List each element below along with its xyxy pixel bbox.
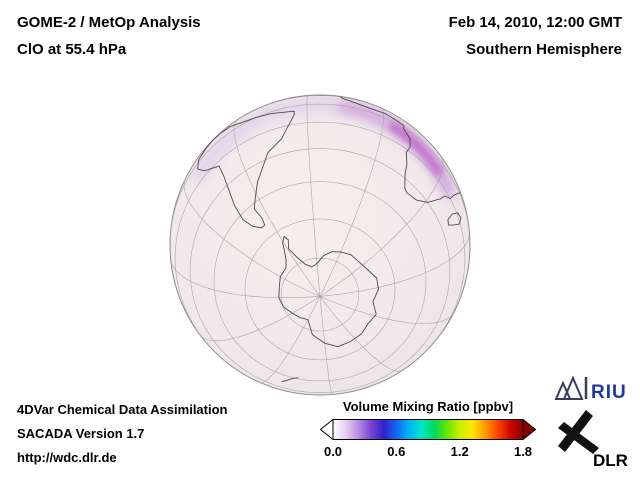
colorbar-tick-label: 0.0: [323, 444, 343, 459]
globe-disk: [169, 94, 471, 396]
coastline-south-america: [197, 110, 295, 229]
colorbar-title: Volume Mixing Ratio [ppbv]: [342, 399, 514, 414]
colorbar-overflow-arrow: [522, 419, 536, 440]
parallel-line: [170, 103, 470, 236]
meridian-line: [319, 232, 470, 297]
meridian-line: [201, 296, 321, 342]
meridian-line: [260, 296, 321, 383]
colorbar-tick-label: 1.2: [450, 444, 469, 459]
meridian-line: [170, 261, 321, 298]
graticule: [170, 95, 470, 395]
riu-wordmark: RIU: [591, 382, 627, 403]
parallel-line: [174, 121, 466, 352]
coastline-new-zealand: [281, 377, 299, 383]
meridian-line: [306, 95, 321, 297]
colorbar-tick-label: 1.8: [513, 444, 533, 459]
parallel-line: [230, 95, 408, 125]
datetime-block: Feb 14, 2010, 12:00 GMT Southern Hemisph…: [449, 9, 622, 63]
coastline-antarctica: [278, 236, 379, 348]
meridian-line: [183, 179, 321, 297]
riu-logo: RIU: [554, 375, 627, 403]
dlr-logo: DLR: [558, 410, 628, 470]
coastline-madagascar: [447, 212, 462, 226]
meridian-line: [319, 296, 455, 324]
wdc-url: http://wdc.dlr.de: [17, 450, 117, 465]
coastlines: [197, 96, 462, 383]
colorbar-underflow-arrow: [320, 419, 334, 440]
dlr-wing-icon: [558, 422, 599, 454]
meridian-line: [319, 156, 444, 297]
credits-block: 4DVar Chemical Data Assimilation SACADA …: [17, 398, 228, 470]
colorbar: [320, 419, 536, 440]
dlr-wordmark: DLR: [593, 451, 628, 470]
title-block: GOME-2 / MetOp Analysis ClO at 55.4 hPa: [17, 9, 201, 63]
clo-enhancement-band: [190, 97, 458, 201]
coastline-africa: [339, 96, 461, 203]
version-label: SACADA Version 1.7: [17, 426, 145, 441]
colorbar-tick-label: 0.6: [387, 444, 406, 459]
meridian-line: [319, 296, 403, 372]
datetime-label: Feb 14, 2010, 12:00 GMT: [448, 14, 622, 31]
meridian-line: [319, 296, 333, 395]
species-pressure-label: ClO at 55.4 hPa: [17, 41, 127, 58]
colorbar-gradient-bar: [332, 419, 524, 440]
colorbar-ticks: 0.0 0.6 1.2 1.8: [320, 444, 536, 462]
meridian-line: [319, 108, 384, 297]
meridian-line: [233, 120, 321, 297]
hemisphere-label: Southern Hemisphere: [466, 41, 622, 58]
assimilation-label: 4DVar Chemical Data Assimilation: [17, 402, 228, 417]
riu-peak-icon: [562, 375, 584, 400]
analysis-title: GOME-2 / MetOp Analysis: [17, 14, 201, 31]
clo-enhancement-arc: [388, 122, 443, 177]
